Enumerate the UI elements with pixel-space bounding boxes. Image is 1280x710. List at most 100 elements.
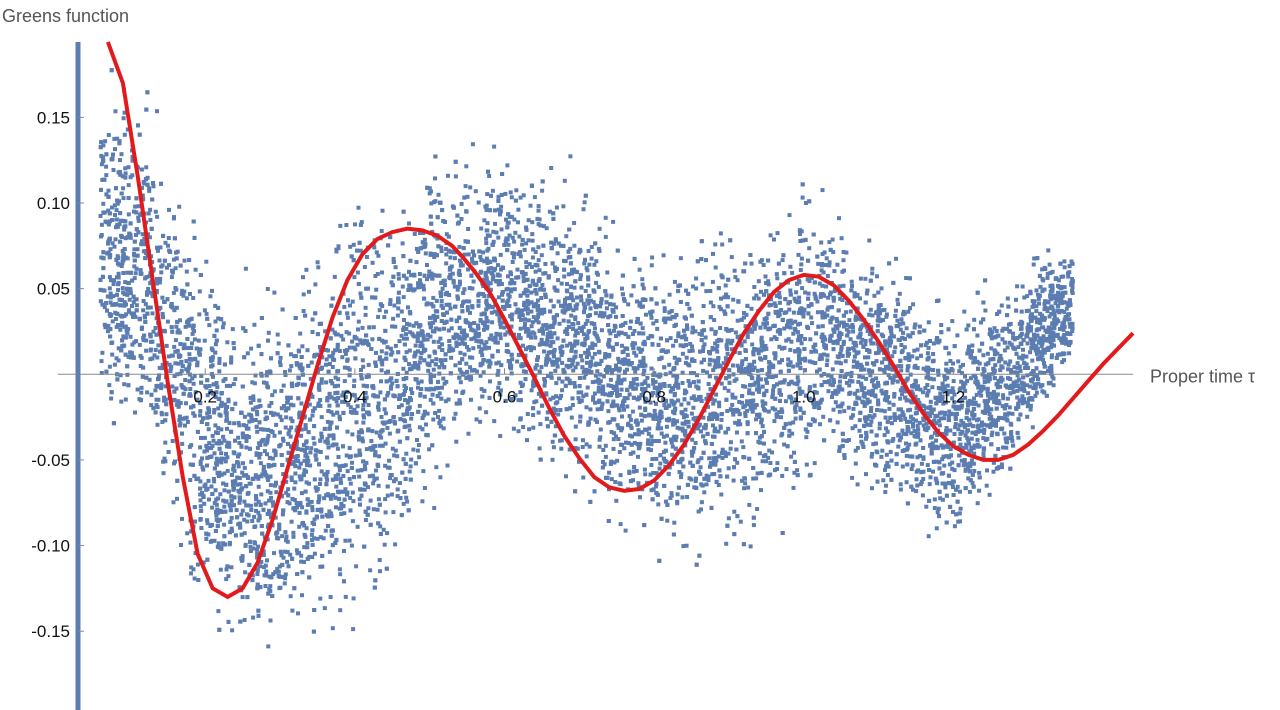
scatter-point: [859, 367, 864, 372]
scatter-point: [373, 274, 378, 278]
scatter-point: [1022, 295, 1027, 300]
scatter-point: [262, 449, 267, 454]
scatter-point: [130, 342, 135, 347]
scatter-point: [360, 439, 365, 444]
scatter-point: [205, 448, 209, 453]
scatter-point: [233, 377, 238, 382]
scatter-point: [533, 269, 538, 274]
scatter-point: [488, 287, 493, 292]
scatter-point: [799, 341, 804, 346]
scatter-point: [517, 314, 522, 319]
scatter-point: [684, 288, 688, 293]
scatter-point: [733, 330, 738, 335]
scatter-point: [942, 416, 947, 421]
scatter-point: [740, 362, 745, 367]
scatter-point: [309, 532, 314, 537]
scatter-point: [532, 195, 537, 200]
scatter-point: [742, 315, 746, 320]
scatter-point: [763, 377, 768, 382]
scatter-point: [211, 391, 216, 396]
scatter-point: [749, 406, 754, 411]
scatter-point: [630, 409, 635, 414]
scatter-point: [791, 485, 796, 490]
scatter-point: [806, 291, 811, 296]
scatter-point: [592, 262, 597, 267]
scatter-point: [387, 458, 392, 463]
scatter-point: [370, 295, 375, 300]
scatter-point: [795, 375, 800, 380]
scatter-point: [957, 369, 962, 374]
scatter-point: [188, 478, 193, 482]
scatter-point: [568, 154, 573, 159]
scatter-point: [359, 373, 364, 377]
scatter-point: [693, 329, 698, 334]
scatter-point: [427, 269, 432, 274]
scatter-point: [695, 373, 699, 378]
scatter-point: [539, 296, 544, 300]
scatter-point: [498, 252, 503, 257]
scatter-point: [751, 352, 756, 357]
scatter-point: [810, 360, 815, 365]
scatter-point: [710, 279, 715, 284]
scatter-point: [821, 270, 826, 275]
scatter-point: [242, 465, 247, 470]
scatter-point: [987, 492, 992, 497]
scatter-point: [730, 392, 735, 397]
scatter-point: [559, 243, 563, 248]
scatter-point: [116, 346, 121, 351]
scatter-point: [868, 373, 873, 378]
scatter-point: [162, 395, 167, 400]
scatter-point: [603, 443, 608, 448]
scatter-point: [529, 265, 534, 269]
scatter-point: [726, 388, 731, 393]
scatter-point: [702, 490, 707, 495]
scatter-point: [1001, 396, 1006, 401]
scatter-point: [336, 455, 341, 459]
scatter-point: [222, 438, 227, 443]
scatter-point: [855, 306, 860, 311]
scatter-point: [258, 461, 263, 466]
scatter-point: [919, 461, 924, 466]
scatter-point: [205, 393, 210, 398]
scatter-point: [646, 438, 651, 443]
scatter-point: [531, 380, 536, 385]
scatter-point: [991, 460, 996, 465]
scatter-point: [638, 359, 643, 364]
scatter-point: [824, 256, 829, 261]
scatter-point: [272, 433, 277, 438]
scatter-point: [1011, 331, 1015, 336]
scatter-point: [520, 242, 525, 247]
scatter-point: [735, 430, 739, 435]
scatter-point: [101, 201, 106, 206]
scatter-point: [280, 534, 285, 539]
scatter-point: [310, 413, 315, 418]
scatter-point: [284, 490, 289, 495]
scatter-point: [110, 319, 115, 324]
scatter-point: [655, 373, 660, 378]
scatter-point: [609, 477, 614, 482]
scatter-point: [111, 282, 116, 286]
scatter-point: [361, 413, 366, 418]
scatter-point: [509, 397, 514, 401]
scatter-point: [655, 426, 660, 431]
scatter-point: [969, 458, 974, 463]
scatter-point: [931, 377, 936, 382]
scatter-point: [1062, 265, 1067, 270]
scatter-point: [1019, 309, 1024, 314]
scatter-point: [213, 395, 218, 400]
scatter-point: [863, 342, 868, 347]
scatter-point: [596, 284, 601, 289]
scatter-point: [922, 408, 927, 413]
scatter-point: [790, 431, 795, 436]
scatter-point: [928, 475, 933, 480]
scatter-point: [319, 431, 324, 436]
scatter-point: [711, 423, 715, 428]
scatter-point: [407, 469, 412, 474]
scatter-point: [1004, 403, 1009, 407]
scatter-point: [756, 296, 761, 301]
scatter-point: [743, 481, 748, 486]
scatter-point: [671, 422, 676, 427]
scatter-point: [999, 364, 1004, 369]
scatter-point: [564, 234, 569, 239]
scatter-point: [255, 555, 260, 560]
